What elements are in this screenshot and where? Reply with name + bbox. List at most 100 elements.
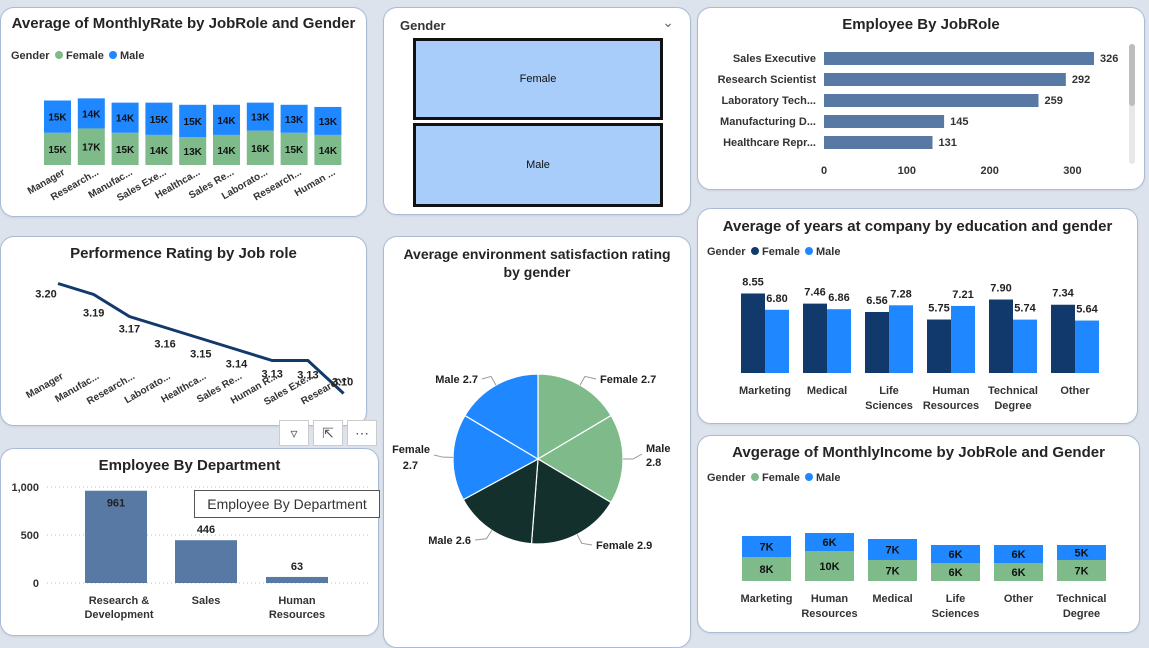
bar-male <box>889 305 913 373</box>
y-tick-label: Healthcare Repr... <box>723 137 816 149</box>
y-tick-label: Manufacturing D... <box>720 116 816 128</box>
card-title: Avgerage of MonthlyIncome by JobRole and… <box>732 444 1105 461</box>
bar <box>824 52 1094 65</box>
data-label: 6K <box>948 567 962 579</box>
tooltip: Employee By Department <box>194 490 380 518</box>
bar-male <box>931 545 980 563</box>
employee-by-jobrole-chart: Sales Executive 326 Research Scientist 292 L… <box>718 52 1118 177</box>
environment-satisfaction-card[interactable]: Average environment satisfaction rating … <box>383 236 691 648</box>
performance-rating-card[interactable]: Performence Rating by Job role 3.20 Manag… <box>0 236 367 426</box>
data-label: 8.55 <box>742 276 763 288</box>
data-label: 6K <box>948 549 962 561</box>
x-tick-label: Technical <box>1057 593 1107 605</box>
data-label: 5.74 <box>1014 303 1036 315</box>
bar-female <box>111 132 139 165</box>
data-label: 13K <box>285 115 304 126</box>
x-tick-label: Research & <box>89 595 150 607</box>
data-label: 7.28 <box>890 288 911 300</box>
bar <box>824 115 945 128</box>
bar-female <box>931 563 980 581</box>
data-label: 7K <box>885 545 899 557</box>
legend-dot-male <box>805 473 813 481</box>
legend-label-female: Female <box>66 50 104 62</box>
legend-label-female: Female <box>762 246 800 258</box>
x-tick-label: Other <box>1060 385 1090 397</box>
data-label: 17K <box>82 143 101 154</box>
bar-male <box>1013 319 1037 373</box>
slice-label: Female <box>392 444 430 456</box>
data-label: 15K <box>150 115 169 126</box>
bar-female <box>927 319 951 373</box>
x-tick-label: Human <box>278 595 316 607</box>
y-tick-label: 0 <box>33 578 39 590</box>
card-title: Employee By JobRole <box>842 16 1000 33</box>
bar-female <box>44 132 71 165</box>
x-tick-label: Resources <box>923 400 979 412</box>
x-tick-label: Sales <box>192 595 221 607</box>
bar-female <box>1057 560 1106 581</box>
monthly-rate-card[interactable]: Average of MonthlyRate by JobRole and Ge… <box>0 7 367 217</box>
x-tick-label: Marketing <box>741 593 793 605</box>
bar-male <box>1075 320 1099 373</box>
leader-line <box>481 375 497 386</box>
monthly-income-card[interactable]: Avgerage of MonthlyIncome by JobRole and… <box>697 435 1140 633</box>
x-tick-label: 200 <box>980 165 998 177</box>
data-label: 6.80 <box>766 293 787 305</box>
x-tick-label: Other <box>1004 593 1034 605</box>
employee-by-department-card[interactable]: Employee By Department 1,000 500 0 961 Resea… <box>0 448 379 636</box>
employee-by-department-chart: 1,000 500 0 961 Research & Development 446 Sale… <box>11 482 371 621</box>
bar-male <box>246 102 274 131</box>
bar-female <box>994 563 1043 581</box>
pie-slice <box>536 414 624 504</box>
legend-label-male: Male <box>816 472 840 484</box>
data-label: 7.34 <box>1052 288 1074 300</box>
bar-female <box>742 557 791 581</box>
x-tick-label: 0 <box>821 165 827 177</box>
data-label: 259 <box>1045 95 1063 107</box>
x-tick-label: Technical <box>988 385 1038 397</box>
slicer-option-female[interactable]: Female <box>413 38 663 120</box>
slice-label: Male <box>646 443 670 455</box>
x-tick-label: Marketing <box>739 385 791 397</box>
bar-male <box>951 305 975 373</box>
years-at-company-card[interactable]: Average of years at company by education… <box>697 208 1138 424</box>
x-tick-label: Sciences <box>932 608 980 620</box>
slicer-title: Gender <box>400 18 446 33</box>
bar-female <box>989 299 1013 373</box>
bar-male <box>765 309 789 373</box>
employee-by-jobrole-card[interactable]: Employee By JobRole Sales Executive 326 Re… <box>697 7 1145 190</box>
focus-mode-icon[interactable]: ⇱ <box>313 420 343 446</box>
card-title-line-1: Average environment satisfaction rating <box>403 246 671 262</box>
bar-female <box>868 560 917 581</box>
slice-label: Male 2.6 <box>428 535 471 547</box>
bar <box>85 490 147 583</box>
data-label: 13K <box>184 147 203 158</box>
leader-line <box>579 375 597 386</box>
slice-label: Female 2.9 <box>596 540 652 552</box>
data-label: 7K <box>759 542 773 554</box>
years-at-company-chart: Gender Female Male 8.556.80 Marketing 7.46 6.8… <box>707 246 1099 412</box>
filter-icon[interactable]: ▿ <box>279 420 309 446</box>
slicer-option-male[interactable]: Male <box>413 123 663 207</box>
data-label: 961 <box>107 498 125 510</box>
data-label: 446 <box>197 524 215 536</box>
data-label: 15K <box>48 145 67 156</box>
data-label: 13K <box>251 113 270 124</box>
data-label: 5.64 <box>1076 304 1098 316</box>
series-line <box>57 282 345 395</box>
chevron-down-icon[interactable]: ⌄ <box>662 14 674 30</box>
gender-slicer-card[interactable]: Gender ⌄ Female Male <box>383 7 691 215</box>
more-options-icon[interactable]: ⋯ <box>347 420 377 446</box>
bar-male <box>805 533 854 551</box>
legend-title: Gender <box>707 246 746 258</box>
data-label: 13K <box>319 117 338 128</box>
data-label: 326 <box>1100 53 1118 65</box>
bar-female <box>77 128 105 165</box>
data-label: 7K <box>1074 566 1088 578</box>
bar-male <box>994 545 1043 563</box>
scrollbar[interactable] <box>1129 44 1135 164</box>
data-label: 15K <box>48 113 67 124</box>
data-label: 7.46 <box>804 287 825 299</box>
data-label: 3.19 <box>83 308 104 320</box>
data-label: 15K <box>184 117 203 128</box>
